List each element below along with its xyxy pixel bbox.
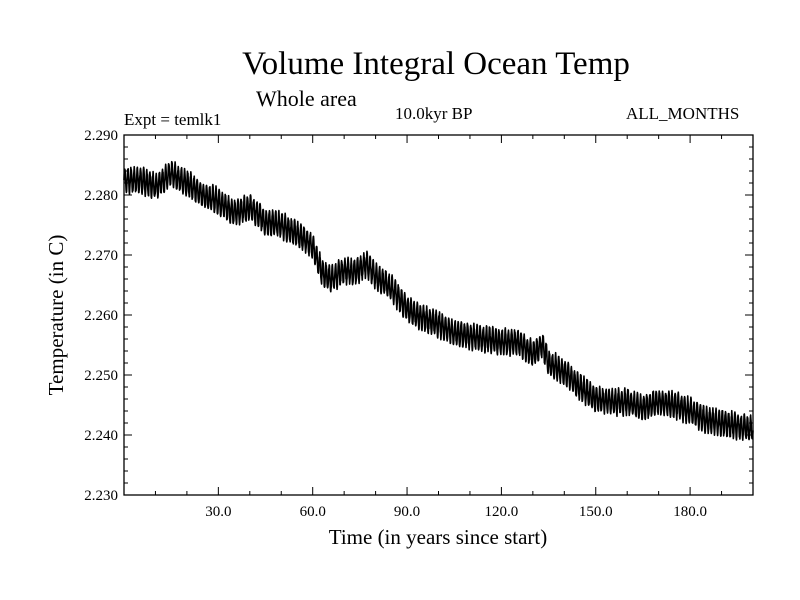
x-tick-label: 90.0 (394, 504, 420, 520)
y-tick-label: 2.240 (84, 428, 118, 444)
chart-title: Volume Integral Ocean Temp (242, 46, 630, 82)
chart-subtitle: Whole area (256, 86, 357, 111)
y-axis-label: Temperature (in C) (44, 235, 68, 396)
y-tick-label: 2.230 (84, 488, 118, 504)
x-tick-label: 150.0 (579, 504, 613, 520)
experiment-label: Expt = temlk1 (124, 110, 222, 129)
y-tick-label: 2.290 (84, 128, 118, 144)
series-layer (123, 160, 754, 442)
period-label: 10.0kyr BP (395, 104, 473, 123)
y-tick-label: 2.270 (84, 248, 118, 264)
y-tick-label: 2.250 (84, 368, 118, 384)
x-tick-label: 30.0 (205, 504, 231, 520)
x-tick-label: 60.0 (300, 504, 326, 520)
tick-labels: 2.230 2.240 2.250 2.260 2.270 2.280 2.290 30.0 6… (84, 128, 707, 520)
x-tick-label: 180.0 (673, 504, 707, 520)
x-axis-label: Time (in years since start) (329, 525, 548, 549)
series-line-temlk1 (123, 160, 754, 442)
plot-frame (123, 134, 754, 496)
y-tick-label: 2.280 (84, 188, 118, 204)
y-tick-label: 2.260 (84, 308, 118, 324)
months-label: ALL_MONTHS (626, 104, 740, 123)
x-tick-label: 120.0 (485, 504, 519, 520)
